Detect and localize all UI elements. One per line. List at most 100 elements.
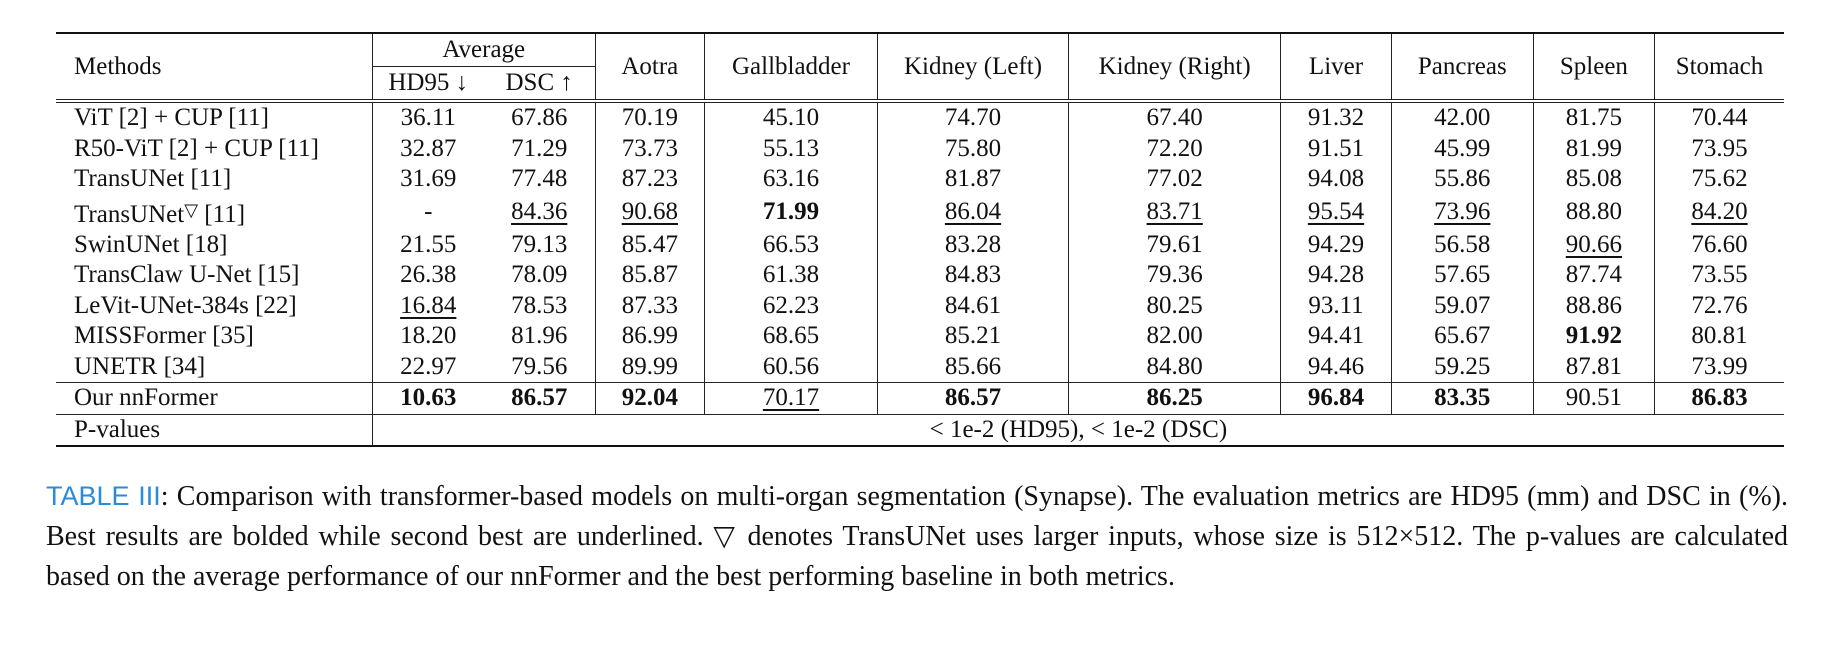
value-cell: 96.84 [1280,382,1392,414]
value-cell: 85.47 [595,229,705,260]
value-cell: 67.40 [1068,101,1282,134]
header-organ: Kidney (Left) [877,32,1070,103]
value-cell: 91.51 [1280,133,1392,164]
value-cell: 55.86 [1391,164,1534,195]
value-cell: 85.66 [877,351,1070,383]
value-cell: 83.35 [1391,382,1534,414]
value-cell: 60.56 [704,351,878,383]
value-cell: 10.63 [372,382,484,414]
value-cell: 78.53 [483,290,596,321]
header-organ: Gallbladder [704,32,878,103]
value-cell: 92.04 [595,382,705,414]
value-cell: 75.80 [877,133,1070,164]
caption-label: TABLE III [46,481,161,511]
method-cell: ViT [2] + CUP [11] [56,101,373,134]
value-cell: 84.36 [483,194,596,230]
value-cell: 71.29 [483,133,596,164]
method-cell: MISSFormer [35] [56,321,373,352]
value-cell: 84.20 [1691,198,1748,225]
table-row: R50-ViT [2] + CUP [11] 32.87 71.29 73.73… [56,133,1784,164]
value-cell: 55.13 [704,133,878,164]
method-cell: SwinUNet [18] [56,229,373,260]
header-organ: Spleen [1533,32,1655,103]
table-row: SwinUNet [18] 21.55 79.13 85.47 66.53 83… [56,229,1784,260]
value-cell: 79.56 [483,351,596,383]
value-cell: 91.92 [1533,321,1655,352]
value-cell: 86.57 [877,382,1070,414]
value-cell: 77.48 [483,164,596,195]
value-cell: 84.80 [1068,351,1282,383]
value-cell: 79.36 [1068,260,1282,291]
value-cell: 81.87 [877,164,1070,195]
value-cell: 88.86 [1533,290,1655,321]
value-cell: 70.19 [595,101,705,134]
table-row: TransUNet [11] 31.69 77.48 87.23 63.16 8… [56,164,1784,195]
value-cell: 84.83 [877,260,1070,291]
method-ref: [11] [198,200,246,228]
table-caption: TABLE III: Comparison with transformer-b… [46,476,1788,597]
method-cell: UNETR [34] [56,351,373,383]
value-cell: 82.00 [1068,321,1282,352]
value-cell: 61.38 [704,260,878,291]
value-cell: 22.97 [400,352,457,380]
method-cell: Our nnFormer [56,382,373,414]
value-cell: 57.65 [1391,260,1534,291]
value-cell: 63.16 [704,164,878,195]
header-organ: Liver [1280,32,1392,103]
method-cell: R50-ViT [2] + CUP [11] [56,133,373,164]
value-cell: 85.21 [877,321,1070,352]
value-cell: 86.04 [877,194,1070,230]
value-cell: 90.68 [595,194,705,230]
value-cell: 87.74 [1533,260,1655,291]
header-organ: Pancreas [1391,32,1534,103]
header-average: Average [372,32,596,67]
table-row: TransUNet▽ [11] - 84.36 90.68 71.99 86.0… [56,194,1784,230]
header-organ: Stomach [1654,32,1784,103]
value-cell: 83.28 [877,229,1070,260]
value-cell: 18.20 [400,322,457,350]
value-cell: 31.69 [400,165,457,193]
value-cell: 26.38 [400,261,457,289]
table-row: ViT [2] + CUP [11] 36.11 67.86 70.19 45.… [56,101,1784,134]
table-row: MISSFormer [35] 18.20 81.96 86.99 68.65 … [56,321,1784,352]
value-cell: 90.51 [1533,382,1655,414]
value-cell: 70.44 [1691,104,1748,132]
value-cell: 75.62 [1691,165,1748,193]
results-table: Methods Average Aotra Gallbladder Kidney… [56,32,1784,447]
value-cell: 42.00 [1391,101,1534,134]
value-cell: 80.81 [1691,322,1748,350]
value-cell: 67.86 [483,101,596,134]
header-methods: Methods [56,32,373,103]
value-cell: 94.28 [1280,260,1392,291]
value-cell: 94.08 [1280,164,1392,195]
value-cell: 89.99 [595,351,705,383]
value-cell: 90.66 [1533,229,1655,260]
value-cell: 88.80 [1533,194,1655,230]
results-table-container: Methods Average Aotra Gallbladder Kidney… [56,32,1784,447]
value-cell: 62.23 [704,290,878,321]
header-hd95: HD95 ↓ [372,66,484,103]
value-cell: 85.08 [1533,164,1655,195]
value-cell: 91.32 [1280,101,1392,134]
value-cell: 84.61 [877,290,1070,321]
value-cell: 95.54 [1280,194,1392,230]
value-cell: 87.81 [1533,351,1655,383]
method-cell: LeVit-UNet-384s [22] [56,290,373,321]
value-cell: 65.67 [1391,321,1534,352]
method-name: TransUNet [74,200,185,228]
value-cell: - [424,198,433,225]
value-cell: 66.53 [704,229,878,260]
value-cell: 80.25 [1068,290,1282,321]
header-organ: Kidney (Right) [1068,32,1282,103]
value-cell: 32.87 [400,134,457,162]
value-cell: 86.99 [595,321,705,352]
value-cell: 59.25 [1391,351,1534,383]
value-cell: 73.95 [1691,134,1748,162]
value-cell: 72.76 [1691,291,1748,319]
value-cell: 73.96 [1391,194,1534,230]
value-cell: 16.84 [400,291,457,319]
value-cell: 71.99 [704,194,878,230]
value-cell: 87.23 [595,164,705,195]
value-cell: 86.57 [483,382,596,414]
value-cell: 87.33 [595,290,705,321]
